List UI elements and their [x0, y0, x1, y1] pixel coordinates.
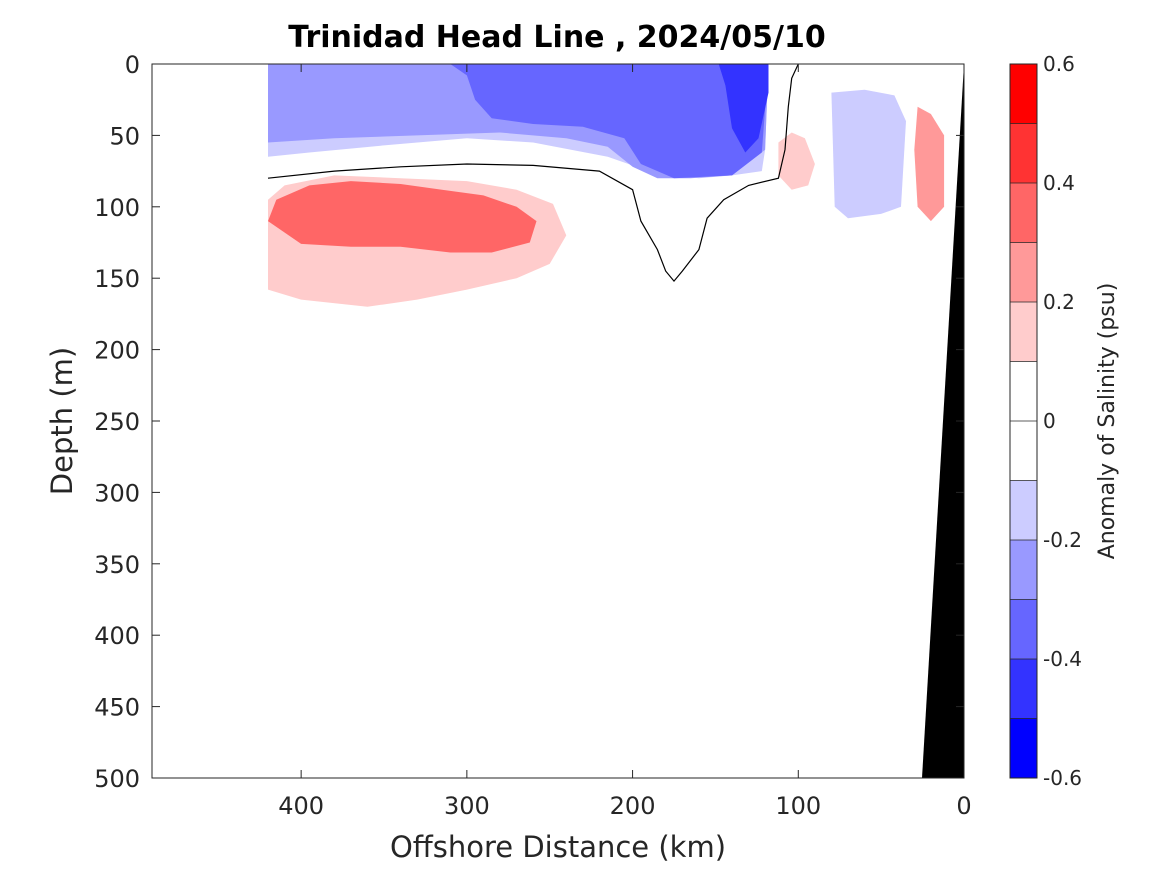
y-axis-ticks: 0 50 100 150 200 250 300 350 400 450 500 [94, 51, 964, 793]
colorbar-swatch [1010, 183, 1037, 243]
y-tick-label: 500 [94, 765, 140, 793]
colorbar-swatch [1010, 123, 1037, 184]
colorbar-swatch [1010, 421, 1037, 481]
plot-background [152, 64, 964, 778]
colorbar-frame [1009, 63, 1038, 779]
y-tick-label: 350 [94, 551, 140, 579]
region-salty-lens [268, 181, 537, 253]
colorbar-swatch [1010, 659, 1037, 719]
region-salty-nearshore [914, 106, 945, 222]
y-axis-label: Depth (m) [45, 347, 79, 495]
colorbar-tick-label: 0.6 [1043, 52, 1075, 76]
colorbar-tick-label: -0.6 [1043, 766, 1082, 790]
colorbar-swatch [1010, 599, 1037, 660]
colorbar [1009, 63, 1038, 779]
x-axis-label: Offshore Distance (km) [390, 830, 726, 864]
y-tick-label: 400 [94, 622, 140, 650]
chart-title: Trinidad Head Line , 2024/05/10 [288, 20, 825, 55]
colorbar-tick-label: -0.2 [1043, 528, 1082, 552]
x-axis-ticks: 400 300 200 100 0 [278, 64, 972, 820]
y-tick-label: 150 [94, 265, 140, 293]
y-tick-label: 300 [94, 479, 140, 507]
x-tick-label: 0 [956, 792, 971, 820]
plot-area [151, 63, 965, 779]
zero-contour-line [267, 64, 799, 283]
y-tick-label: 0 [125, 51, 140, 79]
y-tick-label: 200 [94, 337, 140, 365]
y-tick-label: 50 [109, 122, 140, 150]
colorbar-swatch [1010, 302, 1037, 362]
colorbar-swatch [1010, 242, 1037, 303]
y-tick-label: 250 [94, 408, 140, 436]
colorbar-tick-label: -0.4 [1043, 647, 1082, 671]
zero-contour-lines [267, 64, 799, 283]
colorbar-swatch [1010, 540, 1037, 600]
colorbar-tick-label: 0 [1043, 409, 1056, 433]
x-tick-label: 200 [610, 792, 656, 820]
region-fresh-core-mid [450, 64, 769, 179]
region-salty-patch [778, 132, 815, 190]
x-tick-label: 100 [775, 792, 821, 820]
x-tick-label: 400 [278, 792, 324, 820]
colorbar-tick-label: 0.2 [1043, 290, 1075, 314]
region-fresh-core-strong [718, 64, 769, 153]
colorbar-swatch [1010, 361, 1037, 422]
colorbar-swatch [1010, 480, 1037, 541]
colorbar-swatch [1010, 64, 1037, 124]
colorbar-swatch [1010, 718, 1037, 779]
y-tick-label: 450 [94, 694, 140, 722]
colorbar-ticks: 0.6 0.4 0.2 0 -0.2 -0.4 -0.6 [1043, 52, 1082, 790]
contour-fills [268, 64, 945, 307]
x-tick-label: 300 [444, 792, 490, 820]
colorbar-label: Anomaly of Salinity (psu) [1095, 283, 1120, 560]
colorbar-tick-label: 0.4 [1043, 171, 1075, 195]
y-tick-label: 100 [94, 194, 140, 222]
bathymetry-shelf [922, 64, 964, 778]
region-fresh-nearshore [831, 89, 906, 219]
